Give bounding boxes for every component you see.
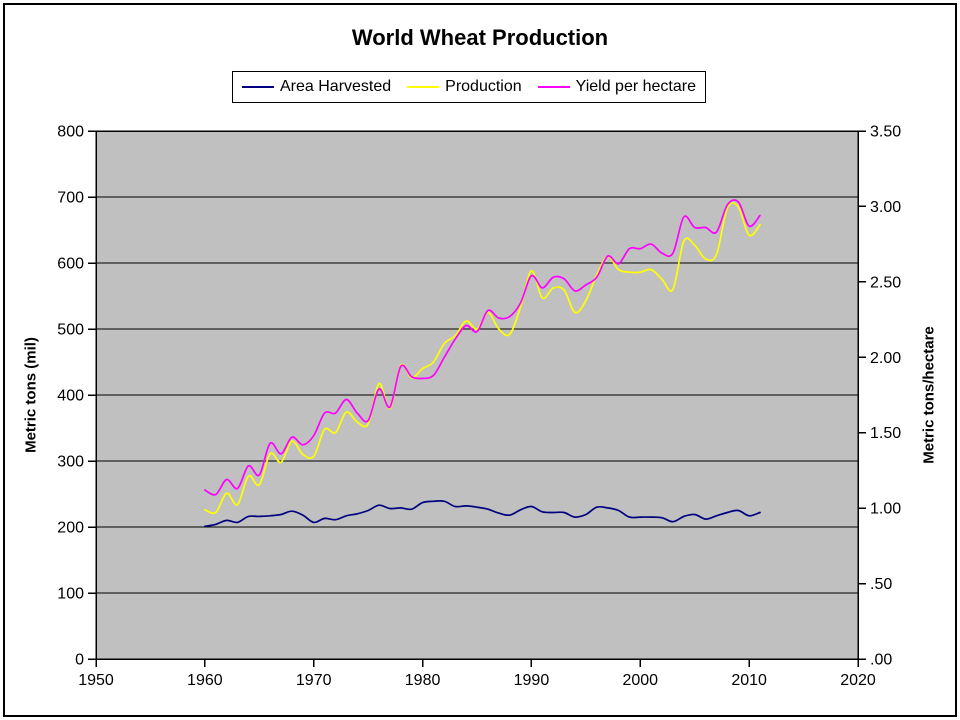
left-axis-tick-label: 500 xyxy=(57,322,84,339)
legend-item-yield-per-hectare: Yield per hectare xyxy=(537,78,696,96)
left-axis-tick-label: 600 xyxy=(57,256,84,273)
legend: Area Harvested Production Yield per hect… xyxy=(232,71,706,103)
left-axis-tick-label: 700 xyxy=(57,190,84,207)
x-axis-tick-label: 1990 xyxy=(514,672,550,689)
right-axis-tick-label: 1.00 xyxy=(870,501,901,518)
legend-item-production: Production xyxy=(407,78,522,96)
right-axis-tick-label: 3.00 xyxy=(870,199,901,216)
right-axis-tick-label: 3.50 xyxy=(870,124,901,141)
x-axis-tick-label: 2010 xyxy=(731,672,767,689)
chart-title: World Wheat Production xyxy=(351,25,609,50)
series-line-yield-per-hectare xyxy=(204,199,761,496)
right-axis-tick-label: .50 xyxy=(870,576,892,593)
legend-line-swatch-yield-per-hectare xyxy=(537,86,570,88)
left-axis-tick-label: 0 xyxy=(75,652,84,669)
x-axis-tick-label: 1970 xyxy=(296,672,332,689)
legend-item-label: Yield per hectare xyxy=(575,78,696,95)
right-axis-tick-label: 2.50 xyxy=(870,274,901,291)
x-axis-tick-label: 2020 xyxy=(840,672,876,689)
left-axis-tick-label: 300 xyxy=(57,454,84,471)
legend-item-label: Area Harvested xyxy=(280,78,392,95)
left-axis-tick-label: 100 xyxy=(57,586,84,603)
x-axis-tick-label: 1980 xyxy=(405,672,441,689)
right-axis-tick-label: .00 xyxy=(870,652,892,669)
left-axis-tick-label: 200 xyxy=(57,520,84,537)
left-axis-tick-label: 800 xyxy=(57,124,84,141)
x-axis-tick-label: 2000 xyxy=(622,672,658,689)
legend-line-swatch-area-harvested xyxy=(242,86,274,88)
legend-item-area-harvested: Area Harvested xyxy=(242,78,391,96)
legend-item-label: Production xyxy=(445,78,522,95)
legend-line-swatch-production xyxy=(407,86,440,88)
x-axis-tick-label: 1950 xyxy=(78,672,114,689)
series-line-area-harvested xyxy=(204,499,761,528)
chart-border xyxy=(3,3,957,717)
x-axis-tick-label: 1960 xyxy=(187,672,223,689)
right-axis-tick-label: 1.50 xyxy=(870,425,901,442)
left-axis-tick-label: 400 xyxy=(57,388,84,405)
right-axis-tick-label: 2.00 xyxy=(870,350,901,367)
